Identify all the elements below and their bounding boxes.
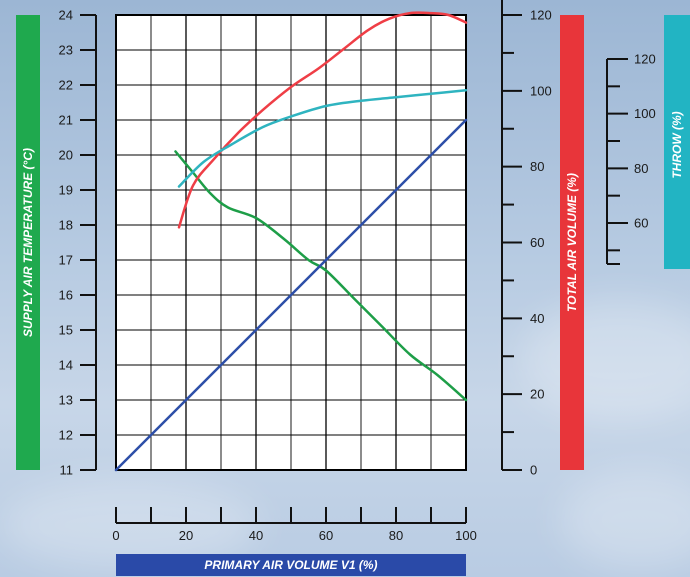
primary-air-axis-title-box: [116, 554, 466, 576]
tick-label-throw: 80: [634, 161, 648, 176]
throw-axis-title: THROW (%): [670, 111, 684, 178]
tick-label-primary-air: 60: [319, 528, 333, 543]
tick-label-supply-temp: 23: [59, 43, 73, 58]
tick-label-total-air: 40: [530, 311, 544, 326]
tick-label-primary-air: 0: [112, 528, 119, 543]
tick-label-primary-air: 20: [179, 528, 193, 543]
tick-label-supply-temp: 15: [59, 323, 73, 338]
tick-label-primary-air: 100: [455, 528, 477, 543]
tick-label-supply-temp: 19: [59, 183, 73, 198]
tick-label-supply-temp: 22: [59, 78, 73, 93]
series-line-0: [174, 150, 468, 402]
tick-label-total-air: 20: [530, 387, 544, 402]
tick-label-throw: 60: [634, 216, 648, 231]
supply-temp-axis: 11 12 13 14 15 16 17 18 19 20 21 22 23 24: [59, 8, 97, 478]
tick-label-throw: 120: [634, 52, 656, 67]
cloud-decoration: [520, 300, 690, 420]
tick-label-supply-temp: 17: [59, 253, 73, 268]
total-air-axis-title-box: [560, 15, 584, 470]
tick-label-supply-temp: 21: [59, 113, 73, 128]
tick-label-total-air: 60: [530, 235, 544, 250]
tick-label-total-air: 100: [530, 83, 552, 98]
total-air-axis: 0 20 40 60 80 100 120: [501, 0, 552, 478]
primary-air-axis-title: PRIMARY AIR VOLUME V1 (%): [204, 558, 377, 572]
total-air-axis-title: TOTAL AIR VOLUME (%): [565, 173, 579, 312]
tick-label-throw: 100: [634, 106, 656, 121]
tick-label-supply-temp: 20: [59, 148, 73, 163]
tick-label-primary-air: 40: [249, 528, 263, 543]
series-layer: [114, 11, 468, 472]
tick-label-total-air: 80: [530, 159, 544, 174]
throw-axis: 60 80 100 120: [606, 52, 656, 265]
tick-label-total-air: 120: [530, 8, 552, 23]
tick-label-supply-temp: 18: [59, 218, 73, 233]
tick-label-supply-temp: 14: [59, 358, 73, 373]
tick-label-supply-temp: 16: [59, 288, 73, 303]
series-line-1: [177, 11, 468, 229]
tick-label-total-air: 0: [530, 463, 537, 478]
tick-label-supply-temp: 24: [59, 8, 73, 23]
series-line-3: [114, 118, 468, 472]
grid: [116, 15, 466, 470]
tick-label-primary-air: 80: [389, 528, 403, 543]
primary-air-axis: 0 20 40 60 80 100: [112, 507, 477, 543]
tick-label-supply-temp: 13: [59, 393, 73, 408]
supply-temp-axis-title: SUPPLY AIR TEMPERATURE (°C): [21, 148, 35, 337]
series-line-2: [177, 88, 468, 188]
throw-axis-title-box: [664, 15, 690, 269]
tick-label-supply-temp: 11: [60, 463, 74, 478]
cloud-decoration: [560, 470, 690, 570]
tick-label-supply-temp: 12: [59, 428, 73, 443]
supply-temp-axis-title-box: [16, 15, 40, 470]
